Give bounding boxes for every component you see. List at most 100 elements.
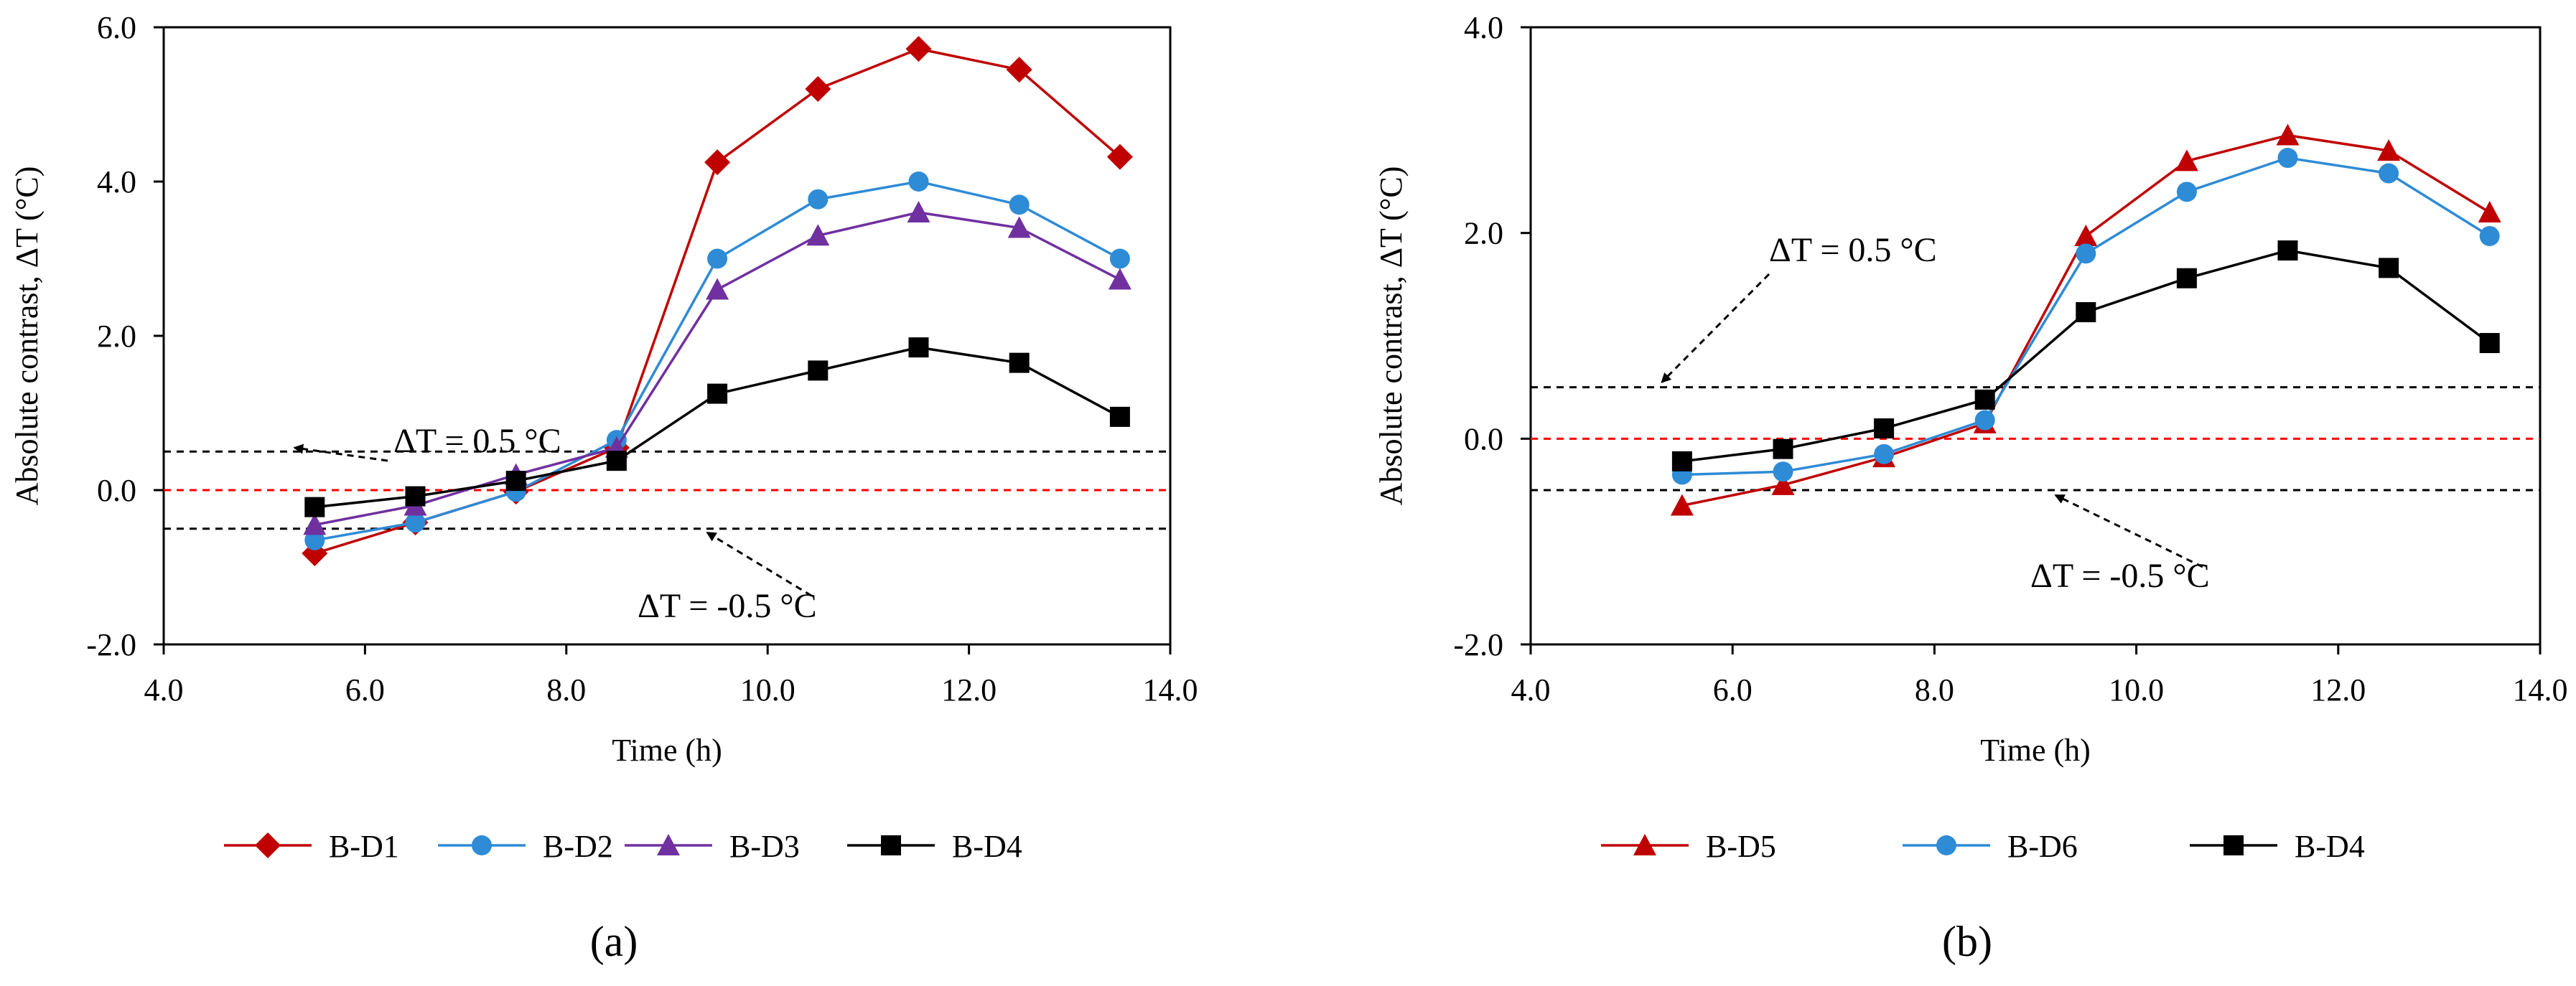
data-point — [1874, 418, 1895, 438]
data-point — [606, 451, 627, 471]
data-point — [2076, 243, 2096, 264]
y-tick-label: -2.0 — [1453, 627, 1503, 662]
data-point — [707, 383, 728, 404]
data-point — [2276, 123, 2300, 146]
annotation-label: ΔT = -0.5 °C — [2030, 557, 2210, 595]
data-point — [2074, 224, 2098, 246]
data-point — [1773, 438, 1793, 459]
plot-frame — [1529, 26, 2542, 646]
y-tick-label: 0.0 — [1464, 421, 1503, 456]
legend-item-b-d5: B-D5 — [1601, 829, 1776, 864]
legend-label: B-D1 — [329, 829, 399, 864]
series-b-d4 — [1671, 240, 2500, 471]
data-point — [405, 486, 426, 507]
x-tick-label: 8.0 — [546, 672, 586, 708]
series-b-d4 — [304, 337, 1130, 517]
data-point — [908, 172, 929, 192]
data-point — [2176, 182, 2197, 202]
data-point — [2277, 148, 2298, 169]
data-point — [304, 530, 325, 550]
data-point — [808, 189, 829, 210]
annotation-arrow — [293, 443, 388, 462]
data-point — [1108, 268, 1131, 290]
data-point — [1009, 194, 1030, 215]
data-point — [706, 278, 729, 300]
data-point — [1106, 144, 1133, 170]
data-point — [1773, 461, 1793, 482]
legend-item-b-d3: B-D3 — [625, 829, 800, 864]
x-tick-label: 4.0 — [1511, 672, 1551, 708]
y-tick-label: 0.0 — [97, 473, 136, 508]
y-tick-label: 4.0 — [97, 164, 136, 199]
chart-b: 4.0 6.0 8.0 10.0 12.0 14.0 -2.0 0.0 2.0 4.0 Time (… — [1373, 10, 2568, 965]
legend-label: B-D6 — [2007, 829, 2078, 864]
data-point — [2379, 163, 2399, 184]
data-point — [1109, 406, 1130, 427]
data-point — [1009, 352, 1030, 373]
data-point — [908, 337, 929, 358]
data-point — [907, 201, 930, 222]
data-point — [1771, 473, 1795, 495]
y-tick-label: 4.0 — [1464, 10, 1503, 45]
legend-marker — [2223, 835, 2244, 855]
x-tick-label: 4.0 — [144, 672, 184, 708]
x-tick-label: 6.0 — [345, 672, 385, 708]
legend-marker — [881, 835, 901, 855]
data-point — [805, 76, 831, 102]
annotation-arrow — [706, 531, 812, 597]
x-tick-label: 14.0 — [2513, 672, 2568, 708]
data-point — [2076, 302, 2096, 323]
data-point — [1670, 494, 1694, 516]
data-point — [1974, 410, 1995, 431]
legend-marker — [255, 832, 281, 858]
legend-item-b-d2: B-D2 — [438, 829, 613, 864]
chart-a: 4.0 6.0 8.0 10.0 12.0 14.0 -2.0 0.0 2.0 4.0 6.0 Tim… — [9, 10, 1198, 965]
data-point — [2478, 201, 2501, 222]
data-point — [2277, 240, 2298, 261]
data-point — [1109, 248, 1130, 269]
annotation-arrow — [1661, 273, 1770, 383]
data-point — [2176, 268, 2197, 288]
series-b-d6 — [1671, 148, 2500, 485]
x-tick-label: 10.0 — [740, 672, 795, 708]
legend-item-b-d1: B-D1 — [224, 829, 399, 864]
legend-label: B-D5 — [1706, 829, 1776, 864]
annotation-label: ΔT = 0.5 °C — [1769, 231, 1937, 269]
x-tick-label: 8.0 — [1915, 672, 1954, 708]
panel-caption: (b) — [1942, 918, 1992, 965]
data-point — [303, 513, 327, 535]
series-b-d1 — [302, 36, 1133, 567]
data-point — [707, 248, 728, 269]
legend-label: B-D2 — [543, 829, 613, 864]
y-axis-title: Absolute contrast, ΔT (°C) — [1373, 166, 1409, 506]
series-b-d2 — [304, 172, 1130, 550]
legend-marker — [1936, 835, 1956, 855]
legend-marker — [472, 835, 492, 855]
data-point — [905, 36, 932, 62]
data-point — [2479, 225, 2500, 246]
y-axis-title: Absolute contrast, ΔT (°C) — [9, 166, 45, 506]
legend-item-b-d4: B-D4 — [847, 829, 1022, 864]
series-b-d3 — [303, 201, 1131, 535]
x-tick-label: 14.0 — [1143, 672, 1198, 708]
legend-label: B-D4 — [952, 829, 1022, 864]
data-point — [405, 512, 426, 533]
annotation-label: ΔT = 0.5 °C — [393, 422, 561, 460]
data-point — [2379, 258, 2399, 278]
panel-caption: (a) — [590, 918, 638, 965]
data-point — [304, 497, 325, 517]
legend-item-b-d6: B-D6 — [1903, 829, 2078, 864]
legend-label: B-D4 — [2295, 829, 2365, 864]
data-point — [704, 149, 731, 176]
y-tick-label: 2.0 — [1464, 216, 1503, 251]
series-line — [314, 47, 1121, 555]
y-tick-label: 6.0 — [97, 10, 136, 45]
x-tick-label: 6.0 — [1713, 672, 1753, 708]
y-tick-label: 2.0 — [97, 319, 136, 354]
data-point — [806, 224, 830, 246]
data-point — [808, 360, 829, 381]
data-point — [1007, 216, 1031, 238]
data-point — [2175, 149, 2198, 172]
x-axis-title: Time (h) — [612, 733, 722, 768]
